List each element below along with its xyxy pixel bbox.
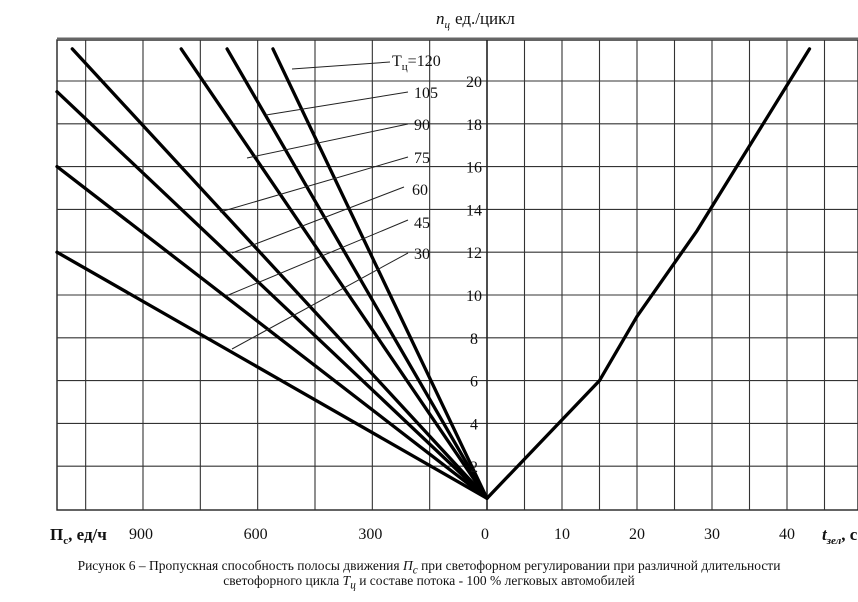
left-x-tick-label: 0 [481, 526, 489, 543]
figure-caption-line-2: светофорного цикла Tц и составе потока -… [223, 573, 635, 592]
y-tick-label: 18 [466, 117, 482, 134]
y-tick-label: 12 [466, 245, 482, 262]
leader-line [246, 123, 409, 159]
series-line-green-time [485, 47, 812, 500]
left-x-tick-label: 300 [358, 526, 382, 543]
series-line-cycle-105 [225, 47, 489, 500]
y-tick-label: 4 [470, 416, 478, 433]
right-x-tick-label: 10 [554, 526, 570, 543]
leader-line [231, 186, 405, 254]
leader-line [265, 91, 409, 116]
series-line-cycle-45 [55, 164, 489, 500]
y-axis-title: nц ед./цикл [436, 9, 515, 31]
y-tick-label: 10 [466, 288, 482, 305]
cycle-label: 30 [414, 246, 430, 263]
y-tick-label: 6 [470, 374, 478, 391]
cycle-label: 90 [414, 117, 430, 134]
right-x-tick-label: 20 [629, 526, 645, 543]
leader-line [219, 156, 409, 213]
cycle-label: Tц=120 [392, 53, 441, 73]
y-tick-label: 8 [470, 331, 478, 348]
right-x-axis-title: tзел, с [822, 525, 858, 547]
right-x-tick-label: 40 [779, 526, 795, 543]
series-line-cycle-120 [271, 47, 489, 500]
y-tick-label: 20 [466, 74, 482, 91]
cycle-label: 60 [412, 182, 428, 199]
leader-line [231, 252, 409, 350]
cycle-label: 105 [414, 85, 438, 102]
chart-series [55, 47, 812, 500]
chart-tick-labels: 2 4 6 8 10 12 14 16 18 20 900 600 300 0 10 20 30 40 Tц=120… [129, 53, 795, 543]
y-tick-label: 2 [470, 459, 478, 476]
left-x-axis-title: Пс, ед/ч [50, 525, 107, 547]
left-x-tick-label: 900 [129, 526, 153, 543]
cycle-leader-lines [219, 61, 409, 350]
y-tick-label: 16 [466, 160, 482, 177]
cycle-label: 75 [414, 150, 430, 167]
leader-line [291, 61, 391, 70]
series-line-cycle-60 [55, 90, 489, 500]
y-tick-label: 14 [466, 202, 482, 219]
left-x-tick-label: 600 [244, 526, 268, 543]
figure-caption-line-1: Рисунок 6 – Пропускная способность полос… [77, 558, 781, 577]
leader-line [225, 219, 409, 297]
cycle-label: 45 [414, 215, 430, 232]
series-line-cycle-90 [179, 47, 489, 500]
series-line-cycle-30 [55, 250, 489, 500]
right-x-tick-label: 30 [704, 526, 720, 543]
plot-frame [56, 39, 858, 511]
